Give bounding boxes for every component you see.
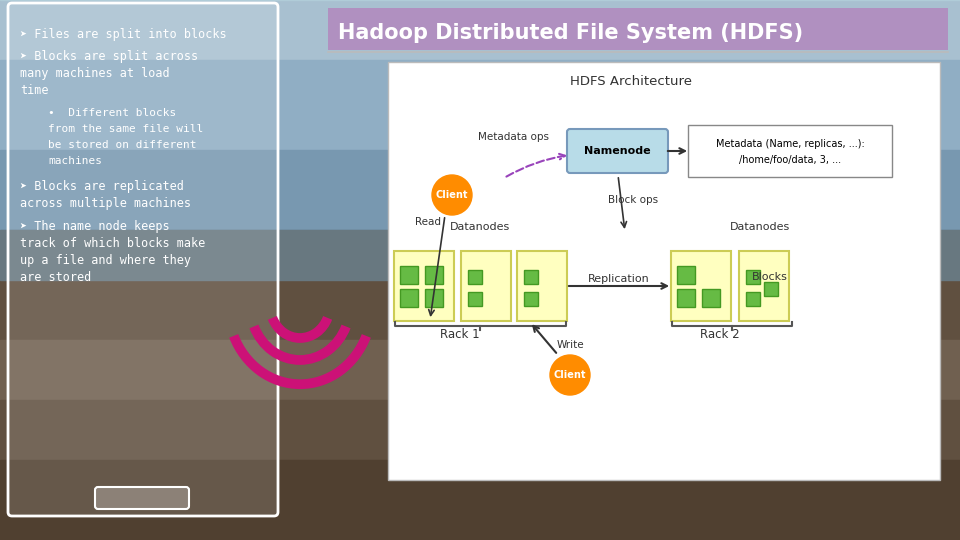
FancyBboxPatch shape: [671, 251, 731, 321]
Bar: [0, 400, 960, 460]
Text: Rack 1: Rack 1: [441, 328, 480, 341]
Text: Client: Client: [436, 190, 468, 200]
Bar: [0, 460, 960, 540]
Text: from the same file will: from the same file will: [48, 124, 204, 134]
Text: Replication: Replication: [588, 274, 650, 284]
FancyBboxPatch shape: [468, 292, 482, 306]
Text: •  Different blocks: • Different blocks: [48, 108, 177, 118]
FancyBboxPatch shape: [746, 270, 760, 284]
FancyBboxPatch shape: [764, 282, 778, 296]
FancyBboxPatch shape: [524, 292, 538, 306]
Text: ➤ Files are split into blocks: ➤ Files are split into blocks: [20, 28, 227, 41]
Text: be stored on different: be stored on different: [48, 140, 197, 150]
Text: track of which blocks make: track of which blocks make: [20, 237, 205, 250]
Text: are stored: are stored: [20, 271, 91, 284]
Text: Client: Client: [554, 370, 587, 380]
Text: many machines at load: many machines at load: [20, 67, 170, 80]
Text: Block ops: Block ops: [608, 195, 659, 205]
FancyBboxPatch shape: [425, 266, 443, 284]
Text: ➤ The name node keeps: ➤ The name node keeps: [20, 220, 170, 233]
FancyBboxPatch shape: [517, 251, 567, 321]
Text: Rack 2: Rack 2: [700, 328, 740, 341]
Bar: [0, 60, 960, 150]
Text: /home/foo/data, 3, ...: /home/foo/data, 3, ...: [739, 155, 841, 165]
Bar: [0, 230, 960, 270]
FancyBboxPatch shape: [468, 270, 482, 284]
FancyBboxPatch shape: [425, 289, 443, 307]
FancyBboxPatch shape: [677, 266, 695, 284]
Text: up a file and where they: up a file and where they: [20, 254, 191, 267]
Text: Namenode: Namenode: [584, 146, 650, 156]
Text: machines: machines: [48, 156, 102, 166]
Text: time: time: [20, 84, 49, 97]
Text: Hadoop Distributed File System (HDFS): Hadoop Distributed File System (HDFS): [338, 23, 804, 43]
FancyBboxPatch shape: [400, 266, 418, 284]
FancyBboxPatch shape: [739, 251, 789, 321]
FancyBboxPatch shape: [702, 289, 720, 307]
FancyBboxPatch shape: [677, 289, 695, 307]
Bar: [0, 150, 960, 230]
Bar: [0, 230, 960, 280]
Bar: [0, 0, 960, 60]
FancyBboxPatch shape: [688, 125, 892, 177]
Text: across multiple machines: across multiple machines: [20, 197, 191, 210]
Text: Read: Read: [415, 217, 441, 227]
Text: Metadata ops: Metadata ops: [478, 132, 549, 142]
FancyBboxPatch shape: [394, 251, 454, 321]
Bar: [0, 340, 960, 400]
FancyBboxPatch shape: [400, 289, 418, 307]
FancyBboxPatch shape: [328, 8, 948, 50]
Text: ➤ Blocks are replicated: ➤ Blocks are replicated: [20, 180, 184, 193]
Circle shape: [432, 175, 472, 215]
FancyBboxPatch shape: [388, 62, 940, 480]
FancyBboxPatch shape: [8, 3, 278, 516]
Text: ➤ Blocks are split across: ➤ Blocks are split across: [20, 50, 198, 63]
FancyBboxPatch shape: [461, 251, 511, 321]
Text: Write: Write: [557, 340, 585, 350]
FancyBboxPatch shape: [524, 270, 538, 284]
Circle shape: [550, 355, 590, 395]
Text: Datanodes: Datanodes: [450, 222, 511, 232]
Text: Metadata (Name, replicas, ...):: Metadata (Name, replicas, ...):: [715, 139, 864, 149]
Text: HDFS Architecture: HDFS Architecture: [570, 75, 692, 88]
FancyBboxPatch shape: [567, 129, 668, 173]
FancyBboxPatch shape: [746, 292, 760, 306]
Text: Datanodes: Datanodes: [730, 222, 790, 232]
Bar: [0, 270, 960, 340]
Text: Blocks: Blocks: [752, 272, 788, 282]
FancyBboxPatch shape: [95, 487, 189, 509]
